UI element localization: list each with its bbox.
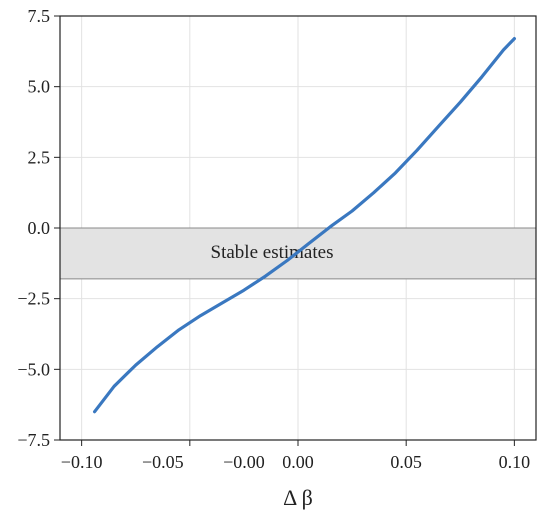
series-layer (93, 37, 516, 414)
x-axis-title: Δ β (283, 485, 313, 510)
y-axis-ticks: 7.5 5.0 2.5 0.0 −2.5 −5.0 −7.5 (17, 6, 60, 450)
y-tick-label: 0.0 (28, 218, 51, 238)
y-tick-label: 2.5 (28, 147, 51, 167)
y-tick-label: 7.5 (28, 6, 51, 26)
x-tick-label: −0.05 (142, 452, 184, 472)
x-tick-label: 0.05 (390, 452, 422, 472)
y-tick-label: 5.0 (28, 77, 51, 97)
series-line-0 (93, 37, 516, 414)
x-axis-ticks: −0.10 −0.05 −0.00 0.00 0.05 0.10 (61, 440, 530, 472)
y-tick-label: −7.5 (17, 430, 50, 450)
x-tick-label: 0.00 (282, 452, 314, 472)
x-tick-label: −0.10 (61, 452, 103, 472)
x-tick-label: 0.10 (499, 452, 531, 472)
stable-band-label: Stable estimates (211, 242, 334, 263)
y-tick-label: −5.0 (17, 359, 50, 379)
x-tick-label: −0.00 (223, 452, 265, 472)
y-tick-label: −2.5 (17, 289, 50, 309)
